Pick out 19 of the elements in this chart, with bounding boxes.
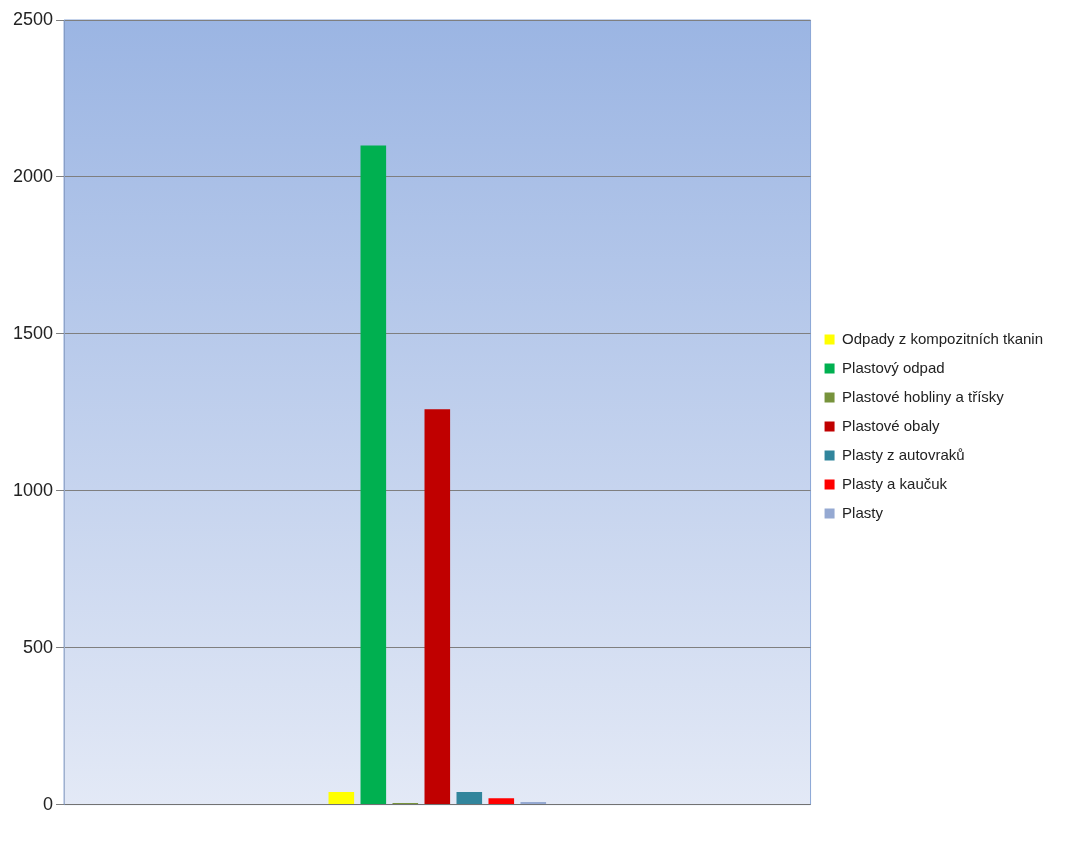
bar <box>520 802 547 805</box>
legend-label: Odpady z kompozitních tkanin <box>842 329 1044 347</box>
bar <box>328 792 355 805</box>
legend-label: Plasty <box>842 503 884 521</box>
legend-label: Plasty a kaučuk <box>842 474 948 492</box>
y-tick-label: 2000 <box>13 165 54 186</box>
legend-label: Plastové hobliny a třísky <box>842 387 1005 405</box>
legend-label: Plastový odpad <box>842 358 945 376</box>
bar <box>488 798 515 805</box>
bar <box>456 792 483 805</box>
y-tick-label: 500 <box>23 636 54 657</box>
y-tick-label: 2500 <box>13 8 54 29</box>
y-tick-label: 1000 <box>13 479 54 500</box>
bar <box>424 409 451 805</box>
bar <box>360 145 387 805</box>
y-tick-label: 1500 <box>13 322 54 343</box>
legend-label: Plastové obaly <box>842 416 941 434</box>
y-tick-label: 0 <box>43 793 54 814</box>
legend-label: Plasty z autovraků <box>842 445 965 463</box>
